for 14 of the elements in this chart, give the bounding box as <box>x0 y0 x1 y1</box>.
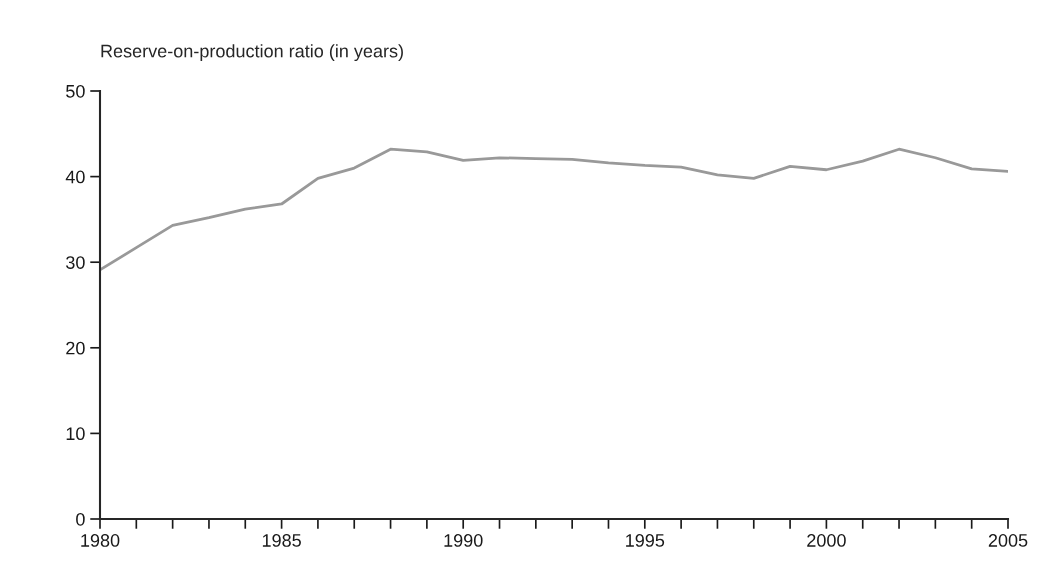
y-tick-label: 30 <box>66 256 85 269</box>
y-tick-label: 0 <box>76 512 85 526</box>
x-tick-label: 1990 <box>444 534 483 547</box>
y-tick-label: 40 <box>65 170 85 184</box>
y-tick-label: 50 <box>66 84 85 98</box>
x-tick-label: 1980 <box>81 534 120 547</box>
x-tick-label: 2000 <box>807 534 846 547</box>
line-series <box>100 147 1008 272</box>
x-tick-label: 2005 <box>988 534 1028 547</box>
y-tick-label: 10 <box>66 427 85 441</box>
y-tick-label: 20 <box>66 341 85 355</box>
x-tick-label: 1995 <box>626 534 665 547</box>
x-tick-label: 1985 <box>262 534 301 547</box>
y-axis-title: Reserve-on-production ratio (in years) <box>101 44 403 62</box>
